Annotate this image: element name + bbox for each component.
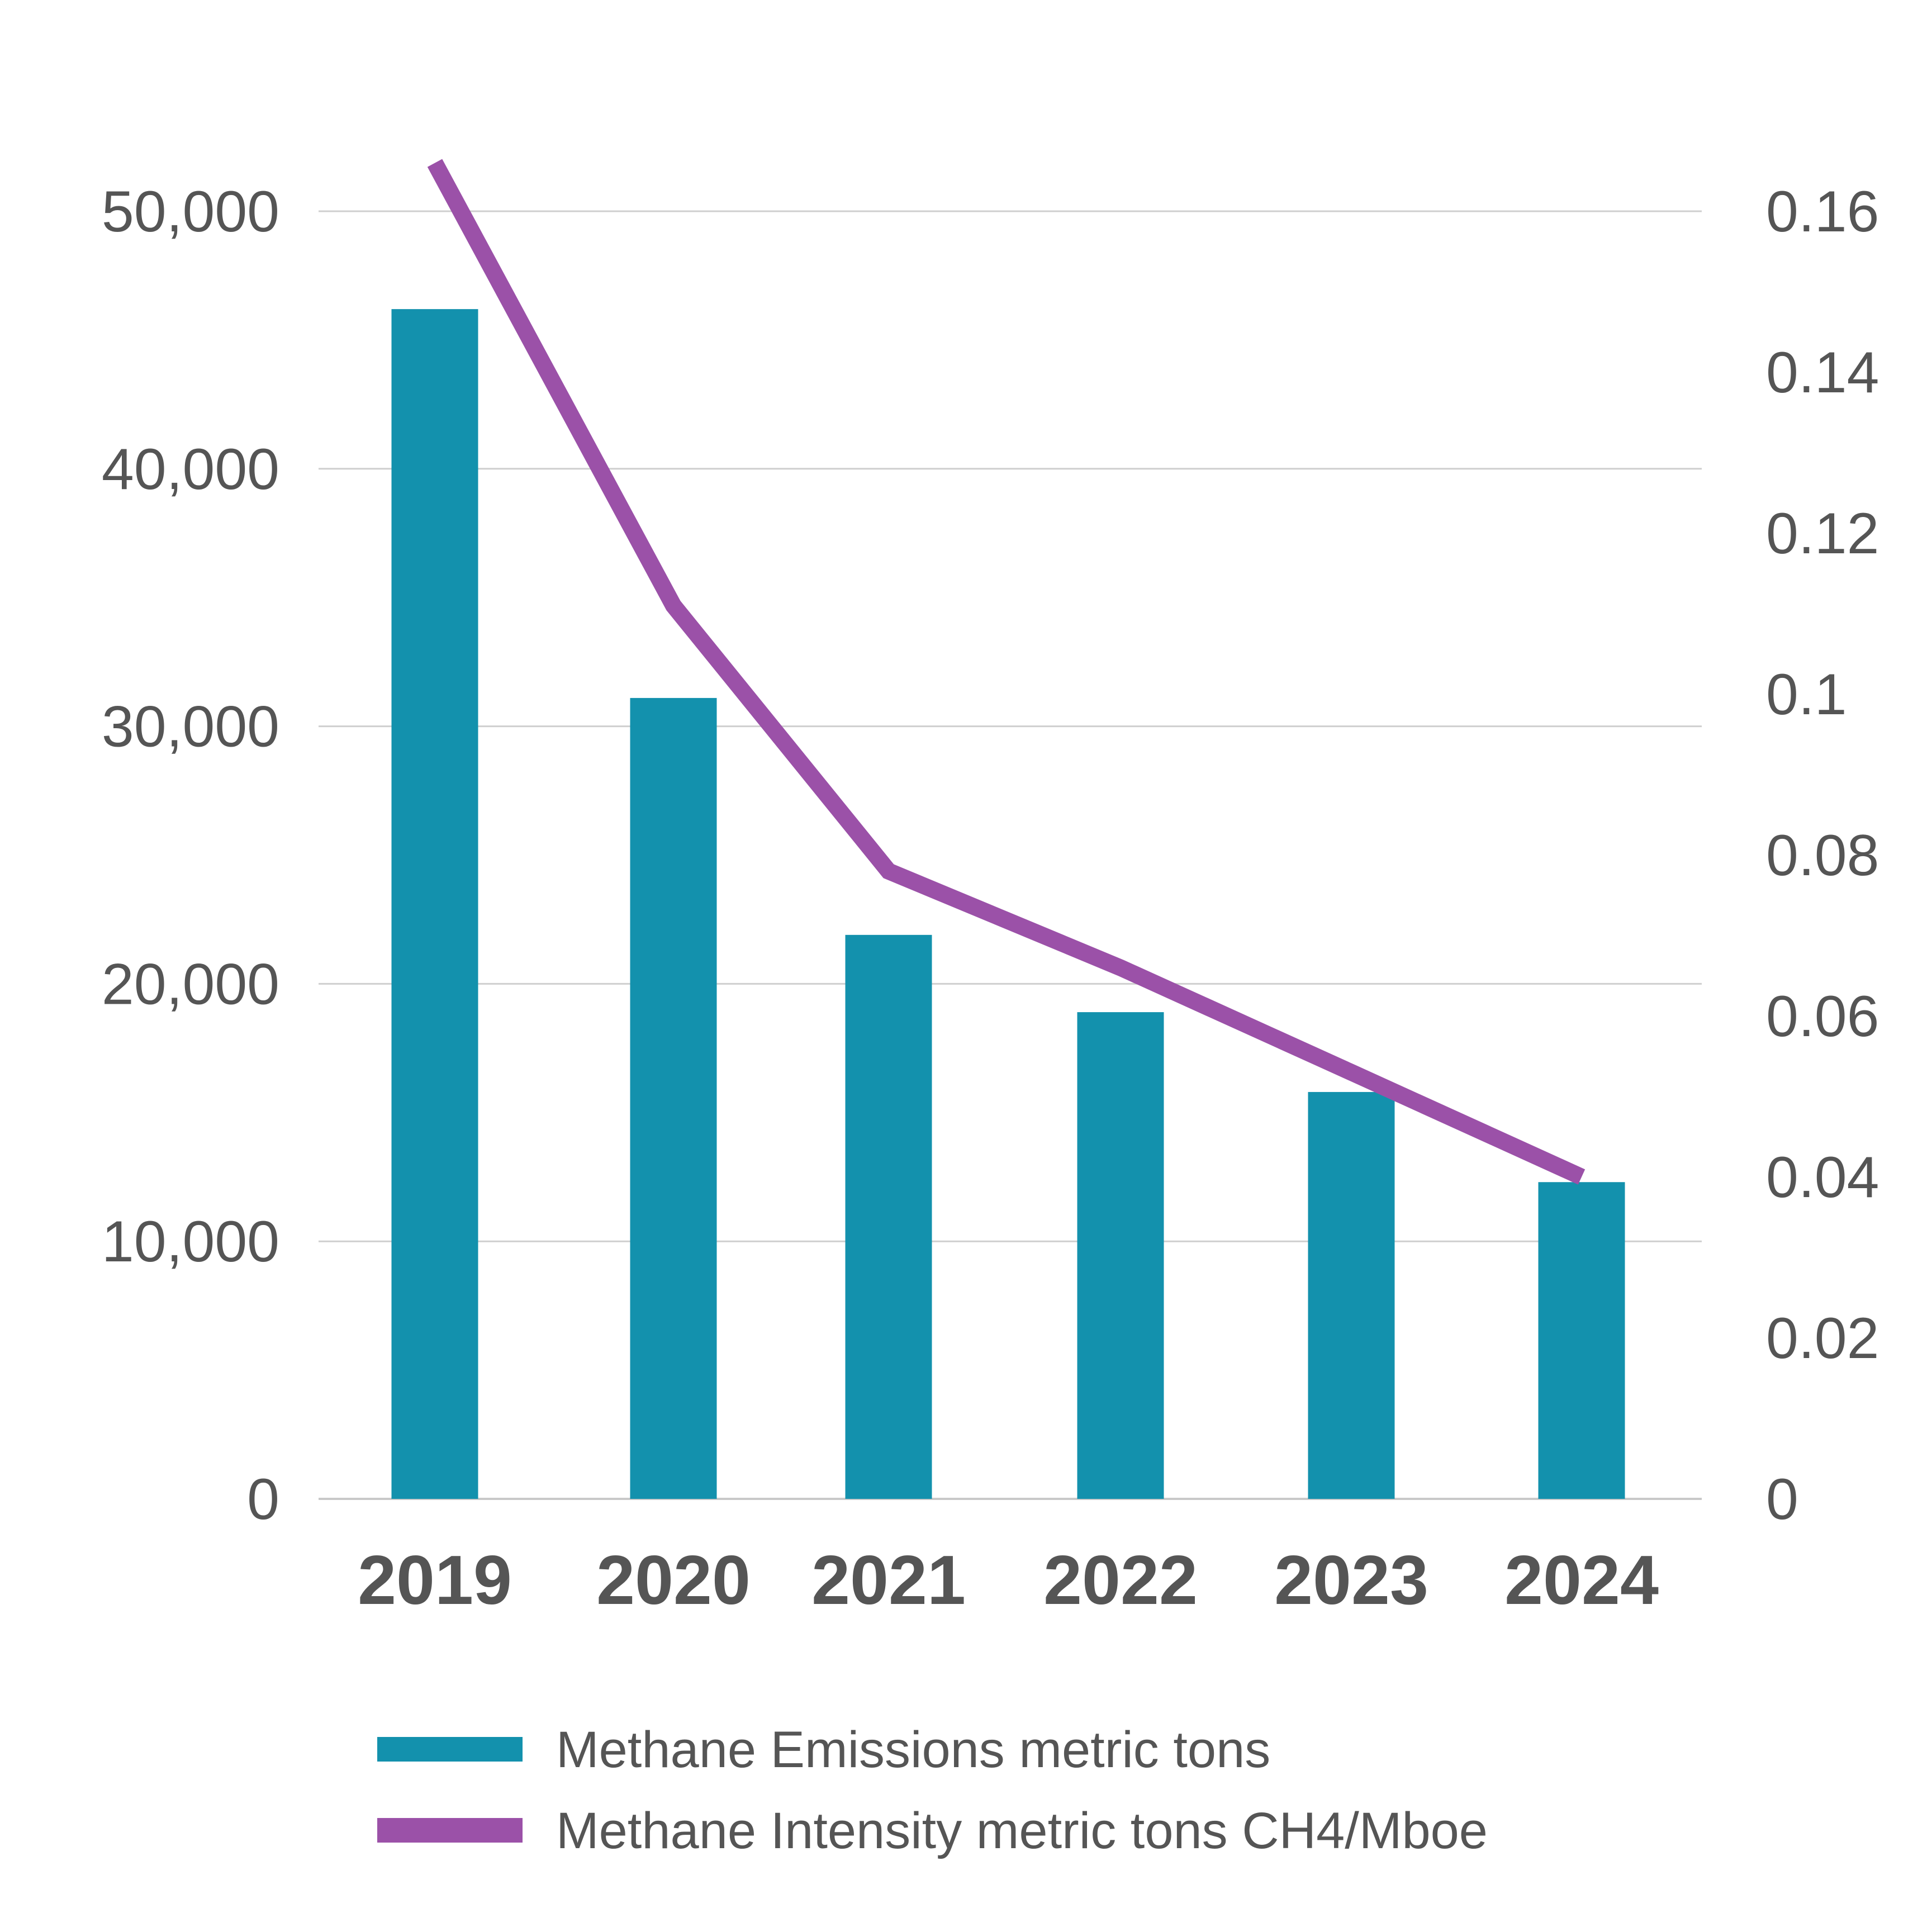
left-tick-label: 10,000 — [102, 1209, 279, 1274]
x-tick-label-2024: 2024 — [1504, 1542, 1659, 1619]
bar-2023 — [1308, 1091, 1395, 1499]
right-tick-label: 0.14 — [1766, 340, 1879, 405]
bar-2020 — [630, 697, 717, 1499]
legend-label: Methane Emissions metric tons — [556, 1721, 1270, 1778]
bar-2022 — [1077, 1012, 1164, 1499]
bar-2021 — [845, 934, 932, 1499]
intensity-line — [427, 159, 1586, 1185]
legend-label: Methane Intensity metric tons CH4/Mboe — [556, 1802, 1488, 1859]
right-tick-label: 0.16 — [1766, 179, 1879, 244]
right-tick-label: 0.12 — [1766, 501, 1879, 566]
x-tick-label-2019: 2019 — [358, 1542, 512, 1619]
left-tick-label: 0 — [247, 1467, 279, 1532]
right-tick-label: 0.1 — [1766, 662, 1847, 727]
line-series — [427, 159, 1586, 1185]
x-tick-label-2021: 2021 — [811, 1542, 966, 1619]
right-tick-label: 0 — [1766, 1467, 1798, 1532]
x-tick-label-2020: 2020 — [596, 1542, 751, 1619]
right-tick-label: 0.02 — [1766, 1306, 1879, 1371]
right-axis-ticks: 0 0.02 0.04 0.06 0.08 0.1 0.12 0.14 0.16 — [1766, 179, 1879, 1532]
left-tick-label: 30,000 — [102, 695, 279, 759]
legend: Methane Emissions metric tons Methane Int… — [377, 1721, 1488, 1859]
left-tick-label: 50,000 — [102, 179, 279, 244]
left-tick-label: 20,000 — [102, 952, 279, 1017]
right-tick-label: 0.04 — [1766, 1145, 1879, 1210]
gridlines — [319, 210, 1702, 1500]
legend-swatch-emissions — [377, 1737, 523, 1762]
bar-2019 — [391, 309, 478, 1499]
left-tick-label: 40,000 — [102, 437, 279, 502]
left-axis-ticks: 0 10,000 20,000 30,000 40,000 50,000 — [102, 179, 279, 1532]
bar-series — [391, 309, 1625, 1499]
x-tick-label-2023: 2023 — [1274, 1542, 1428, 1619]
right-tick-label: 0.06 — [1766, 984, 1879, 1049]
bar-2024 — [1538, 1182, 1625, 1499]
right-tick-label: 0.08 — [1766, 823, 1879, 888]
x-tick-label-2022: 2022 — [1043, 1542, 1198, 1619]
legend-swatch-intensity — [377, 1818, 523, 1843]
x-axis-ticks: 2019 2020 2021 2022 2023 2024 — [358, 1542, 1659, 1619]
